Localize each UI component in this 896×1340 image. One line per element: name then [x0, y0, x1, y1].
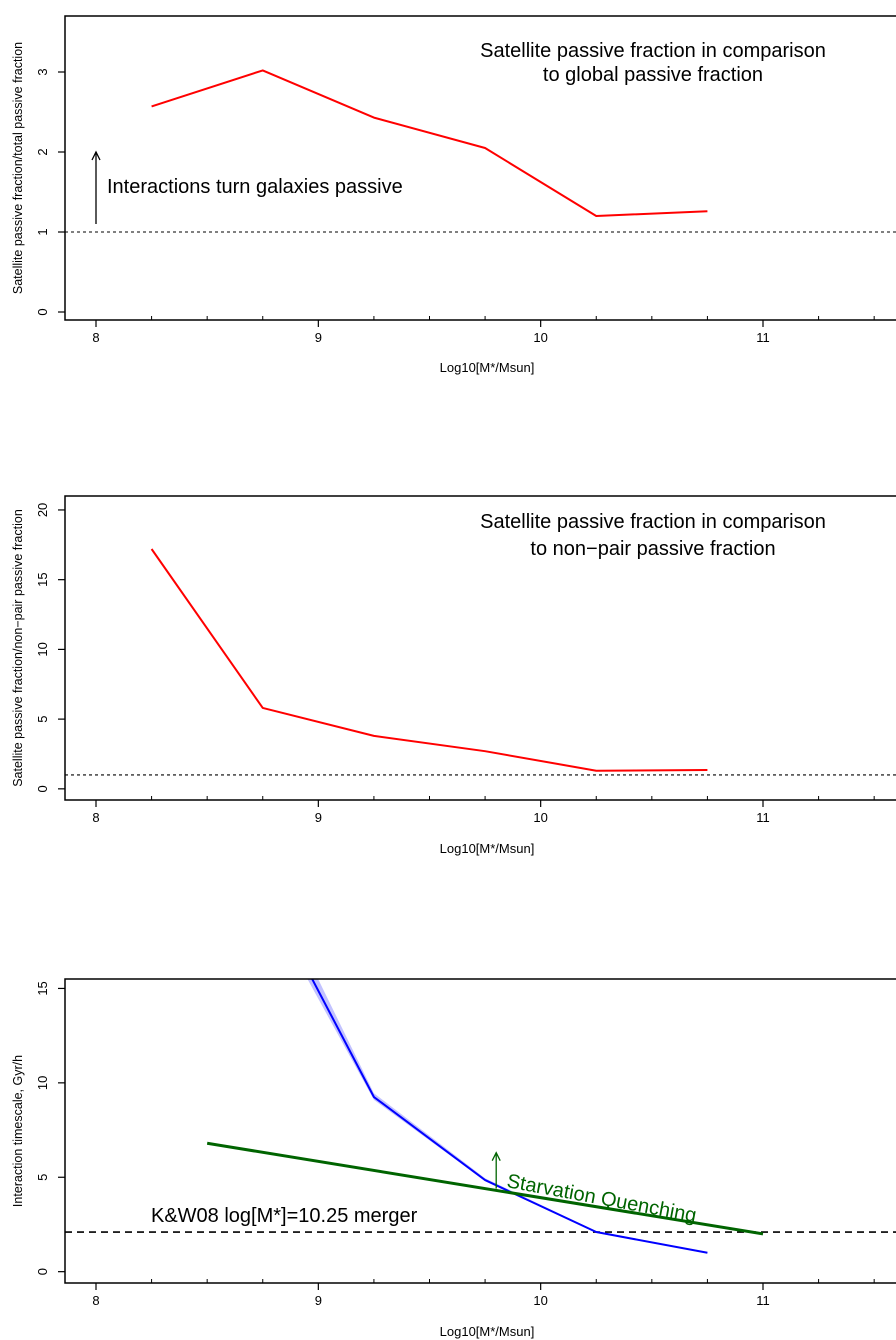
plot-contents [65, 69, 896, 233]
y-tick-label: 2 [35, 148, 50, 155]
panel-nonpair-passive-ratio: 8 9 10 11 0 5 10 15 20 Log10[M*/Msun] Satellite… [11, 495, 896, 856]
plot-area [65, 69, 896, 233]
annotation-text: Starvation Quenching [505, 1170, 698, 1227]
y-axis-ticks: 0 5 10 15 20 [35, 503, 65, 792]
y-axis-label: Satellite passive fraction/non−pair pass… [11, 509, 25, 787]
chart-title-line-2: to non−pair passive fraction [530, 538, 775, 560]
x-axis-label: Log10[M*/Msun] [440, 360, 535, 375]
y-tick-label: 15 [35, 572, 50, 586]
series-0-line [150, 548, 708, 772]
x-tick-label: 8 [92, 810, 99, 825]
chart-title-line-1: Satellite passive fraction in comparison [480, 40, 826, 62]
plot-frame [64, 15, 896, 321]
chart-title-line-2: to global passive fraction [543, 64, 763, 86]
y-tick-label: 1 [35, 228, 50, 235]
y-tick-label: 15 [35, 981, 50, 995]
x-axis-ticks: 8 9 10 11 [92, 796, 875, 825]
x-axis-label: Log10[M*/Msun] [440, 841, 535, 856]
y-tick-label: 10 [35, 1076, 50, 1090]
annotation-text: Interactions turn galaxies passive [107, 176, 403, 198]
x-tick-label: 9 [315, 1293, 322, 1308]
plot-contents [65, 548, 896, 776]
plot-contents [65, 979, 896, 1254]
chart-title-line-1: Satellite passive fraction in comparison [480, 511, 826, 533]
x-axis-ticks: 8 9 10 11 [92, 316, 875, 345]
x-axis-label: Log10[M*/Msun] [440, 1324, 535, 1339]
plot-frame [64, 978, 896, 1284]
y-tick-label: 5 [35, 1174, 50, 1181]
panel-global-passive-ratio: 8 9 10 11 0 1 2 3 Log10[M*/Msun] Satellite pas… [11, 15, 896, 375]
y-tick-label: 20 [35, 503, 50, 517]
y-axis-ticks: 0 5 10 15 [35, 981, 65, 1275]
x-tick-label: 10 [533, 1293, 547, 1308]
plot-area [65, 548, 896, 776]
x-tick-label: 11 [756, 810, 770, 825]
series-0-line [151, 69, 708, 217]
x-tick-label: 9 [315, 810, 322, 825]
reference-line-label: K&W08 log[M*]=10.25 merger [151, 1205, 418, 1227]
x-axis-ticks: 8 9 10 11 [92, 1279, 875, 1308]
plot-area [65, 979, 896, 1254]
annotation-arrow-head [91, 150, 101, 161]
series-1-line [206, 1141, 764, 1236]
y-tick-label: 3 [35, 68, 50, 75]
x-tick-label: 10 [533, 330, 547, 345]
y-axis-label: Satellite passive fraction/total passive… [11, 42, 25, 294]
y-axis-label: Interaction timescale, Gyr/h [11, 1055, 25, 1207]
y-tick-label: 0 [35, 785, 50, 792]
x-tick-label: 11 [756, 330, 770, 345]
y-tick-label: 0 [35, 1268, 50, 1275]
y-tick-label: 5 [35, 716, 50, 723]
x-tick-label: 8 [92, 330, 99, 345]
y-axis-ticks: 0 1 2 3 [35, 68, 65, 316]
x-tick-label: 8 [92, 1293, 99, 1308]
y-tick-label: 0 [35, 308, 50, 315]
x-tick-label: 11 [756, 1293, 770, 1308]
x-tick-label: 10 [533, 810, 547, 825]
plot-frame [64, 495, 896, 801]
x-tick-label: 9 [315, 330, 322, 345]
y-tick-label: 10 [35, 642, 50, 656]
annotation-arrow-head [491, 1151, 501, 1162]
panel-interaction-timescale: 8 9 10 11 0 5 10 15 Log10[M*/Msun] Interaction… [11, 978, 896, 1339]
